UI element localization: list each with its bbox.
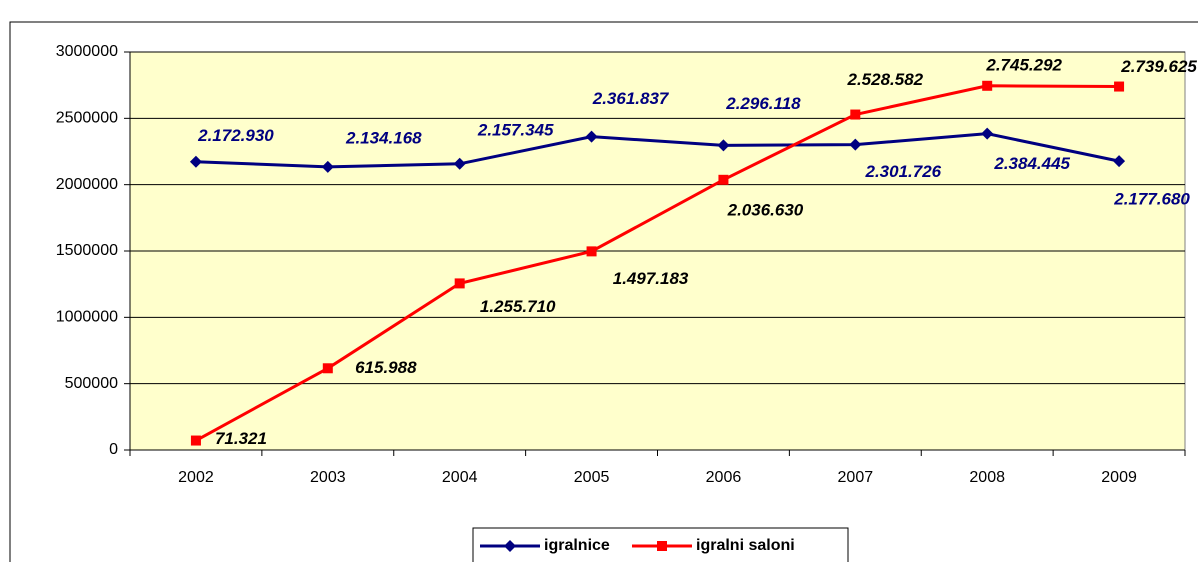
y-tick-label: 0: [109, 441, 118, 458]
data-label: 2.528.582: [846, 70, 923, 89]
marker: [849, 138, 862, 151]
data-label: 2.296.118: [725, 94, 801, 113]
marker: [1114, 81, 1125, 92]
series-line: [195, 84, 1120, 442]
data-label: 2.301.726: [864, 162, 941, 181]
x-tick-label: 2006: [706, 469, 742, 486]
data-label: 2.036.630: [727, 200, 804, 219]
data-label: 2.739.625: [1120, 57, 1197, 76]
x-tick-label: 2008: [969, 469, 1005, 486]
marker: [322, 363, 333, 374]
chart-border: [9, 21, 1198, 562]
y-tick-label: 2000000: [56, 176, 118, 193]
data-label: 1.497.183: [613, 269, 689, 288]
data-label: 2.157.345: [477, 120, 554, 139]
marker: [1113, 155, 1126, 168]
data-label: 2.177.680: [1113, 190, 1190, 209]
marker: [190, 435, 201, 446]
data-label: 2.172.930: [197, 126, 274, 145]
x-tick-label: 2005: [574, 469, 610, 486]
marker: [453, 157, 466, 170]
x-tick-label: 2007: [838, 469, 874, 486]
marker: [504, 540, 516, 552]
marker: [585, 130, 598, 143]
marker: [454, 278, 465, 289]
y-tick-label: 500000: [65, 375, 118, 392]
y-tick-label: 2500000: [56, 110, 118, 127]
marker: [850, 109, 861, 120]
data-label: 615.988: [355, 358, 417, 377]
data-label: 2.384.445: [993, 154, 1070, 173]
data-label: 1.255.710: [480, 297, 556, 316]
x-tick-label: 2003: [310, 469, 346, 486]
legend-label: igralni saloni: [696, 537, 795, 554]
marker: [981, 127, 994, 140]
legend-label: igralnice: [544, 537, 610, 554]
data-label: 71.321: [215, 429, 267, 448]
marker: [657, 541, 667, 551]
y-tick-label: 1500000: [56, 242, 118, 259]
data-label: 2.134.168: [345, 128, 422, 147]
marker: [189, 155, 202, 168]
marker: [586, 246, 597, 257]
data-label: 2.745.292: [985, 55, 1062, 74]
marker: [718, 174, 729, 185]
series-line: [195, 132, 1120, 169]
data-label: 2.361.837: [592, 89, 670, 108]
x-tick-label: 2009: [1101, 469, 1137, 486]
x-tick-label: 2004: [442, 469, 478, 486]
y-tick-label: 3000000: [56, 43, 118, 60]
marker: [321, 160, 334, 173]
marker: [717, 139, 730, 152]
x-tick-label: 2002: [178, 469, 214, 486]
marker: [982, 80, 993, 91]
y-tick-label: 1000000: [56, 309, 118, 326]
